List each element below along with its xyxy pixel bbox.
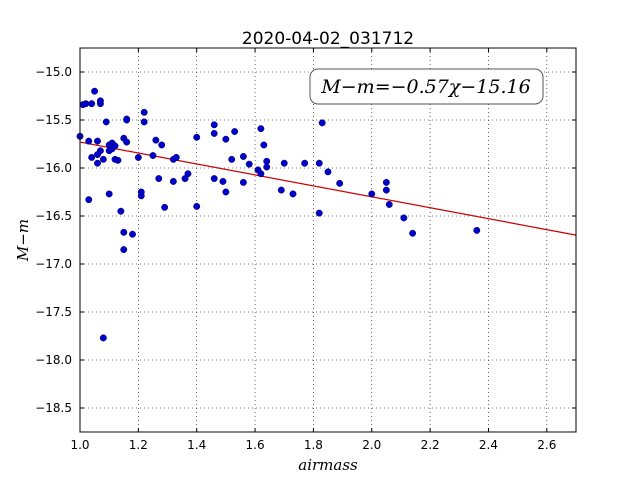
data-point	[315, 209, 323, 217]
data-point	[129, 230, 136, 238]
data-point	[301, 159, 309, 167]
fit-equation-box: M−m=−0.57χ−15.16	[309, 68, 544, 105]
data-point	[263, 157, 271, 165]
data-point	[172, 153, 180, 161]
data-point	[210, 129, 218, 137]
data-point	[257, 170, 265, 178]
data-point	[120, 228, 128, 236]
data-point	[277, 186, 285, 194]
data-point	[382, 178, 390, 186]
data-point	[245, 160, 253, 168]
data-point	[155, 175, 163, 183]
x-tick-label: 2.0	[362, 438, 381, 452]
y-tick-label: −18.5	[35, 401, 72, 415]
x-tick-label: 2.6	[537, 438, 556, 452]
data-point	[315, 159, 323, 167]
y-axis-ticks: −15.0 −15.5 −16.0 −16.5 −17.0 −17.5 −18.0 −18.5	[35, 65, 576, 415]
x-tick-label: 1.0	[70, 438, 89, 452]
data-point	[99, 155, 107, 163]
data-point	[263, 163, 271, 171]
data-point	[210, 121, 218, 129]
data-point	[169, 177, 177, 185]
y-tick-label: −18.0	[35, 353, 72, 367]
data-point	[318, 119, 326, 127]
data-point	[102, 118, 110, 126]
data-points	[76, 87, 481, 342]
data-point	[123, 116, 131, 124]
fit-equation: M−m=−0.57χ−15.16	[320, 76, 530, 98]
data-point	[94, 159, 101, 167]
data-point	[152, 136, 160, 144]
chart-title: 2020-04-02_031712	[242, 29, 414, 49]
data-point	[193, 133, 201, 141]
data-point	[158, 141, 166, 149]
data-point	[289, 190, 297, 198]
y-tick-label: −16.5	[35, 209, 72, 223]
data-point	[222, 188, 230, 196]
data-point	[222, 135, 230, 143]
x-tick-label: 1.6	[246, 438, 265, 452]
data-point	[210, 175, 218, 183]
data-point	[385, 201, 393, 208]
x-axis-label: airmass	[298, 456, 358, 474]
data-point	[123, 138, 131, 146]
data-point	[85, 196, 93, 204]
data-point	[228, 155, 236, 163]
equation-box-frame	[309, 68, 544, 105]
data-point	[239, 153, 247, 160]
data-point	[231, 128, 239, 135]
grid-lines	[79, 48, 576, 432]
data-point	[137, 188, 145, 196]
data-point	[96, 147, 104, 155]
fit-line-group	[79, 141, 577, 236]
data-point	[184, 170, 192, 178]
y-tick-label: −17.5	[35, 305, 72, 319]
x-tick-label: 1.8	[304, 438, 323, 452]
data-point	[82, 100, 90, 108]
y-tick-label: −17.0	[35, 257, 72, 271]
y-tick-label: −15.5	[35, 113, 72, 127]
data-point	[219, 177, 227, 185]
data-point	[99, 334, 107, 342]
y-tick-label: −15.0	[35, 65, 72, 79]
data-point	[368, 190, 376, 198]
fit-line	[79, 141, 577, 236]
data-point	[105, 190, 113, 198]
data-point	[161, 203, 169, 211]
data-point	[140, 108, 148, 116]
x-tick-label: 1.2	[129, 438, 148, 452]
data-point	[149, 152, 157, 159]
x-tick-label: 2.2	[421, 438, 440, 452]
data-point	[409, 229, 417, 237]
data-point	[239, 178, 247, 186]
data-point	[117, 207, 125, 215]
data-point	[111, 142, 119, 150]
y-axis-label: M−m	[14, 219, 32, 262]
data-point	[85, 137, 93, 145]
plot-frame	[79, 47, 577, 433]
data-point	[193, 202, 201, 210]
data-point	[88, 100, 96, 108]
data-point	[114, 156, 122, 164]
data-point	[94, 137, 101, 145]
data-point	[382, 186, 390, 194]
data-point	[336, 179, 344, 187]
data-point	[280, 159, 288, 167]
x-axis-ticks: 1.0 1.2 1.4 1.6 1.8 2.0 2.2 2.4 2.6	[70, 48, 556, 452]
data-point	[400, 214, 408, 222]
data-point	[140, 118, 148, 126]
data-point	[96, 97, 104, 105]
data-point	[120, 246, 128, 254]
data-point	[88, 153, 96, 161]
data-point	[473, 226, 481, 234]
data-point	[134, 153, 142, 161]
data-point	[257, 125, 265, 133]
data-point	[260, 141, 268, 149]
data-point	[91, 87, 99, 95]
y-tick-label: −16.0	[35, 161, 72, 175]
data-point	[324, 168, 332, 176]
x-tick-label: 1.4	[187, 438, 206, 452]
x-tick-label: 2.4	[479, 438, 498, 452]
